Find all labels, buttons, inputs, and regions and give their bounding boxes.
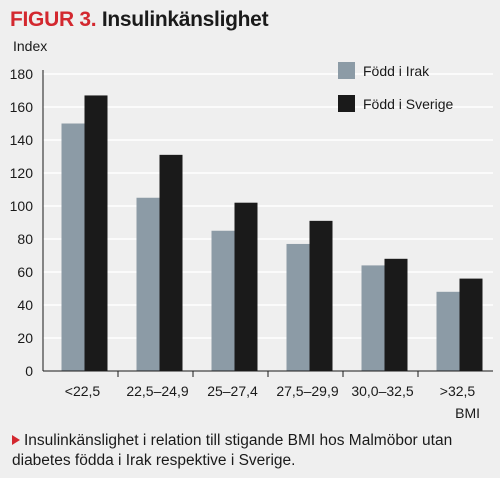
bar: [84, 95, 108, 371]
figure-title: FIGUR 3. Insulinkänslighet: [10, 8, 269, 32]
bar: [234, 202, 258, 371]
figure-caption: Insulinkänslighet i relation till stigan…: [12, 431, 492, 471]
bar: [309, 220, 333, 371]
y-tick-label: 180: [10, 66, 34, 82]
legend-swatch: [338, 62, 355, 79]
x-tick-label: 27,5–29,9: [276, 383, 338, 399]
bar: [136, 197, 160, 371]
y-tick-label: 120: [10, 165, 34, 181]
x-tick-label: 30,0–32,5: [351, 383, 413, 399]
caption-text: Insulinkänslighet i relation till stigan…: [12, 432, 453, 469]
bar: [286, 243, 310, 371]
bar: [159, 154, 183, 371]
y-tick-label: 80: [17, 231, 33, 247]
bar: [459, 278, 483, 371]
y-tick-label: 20: [17, 330, 33, 346]
legend-label: Född i Sverige: [363, 96, 453, 112]
x-axis-label: BMI: [455, 405, 480, 421]
triangle-right-icon: [12, 435, 20, 445]
x-tick-label: 22,5–24,9: [126, 383, 188, 399]
legend-label: Född i Irak: [363, 63, 430, 79]
y-tick-label: 60: [17, 264, 33, 280]
bar: [384, 258, 408, 371]
x-tick-label: 25–27,4: [207, 383, 258, 399]
figure-number: FIGUR 3.: [10, 8, 97, 31]
bars: [61, 95, 483, 371]
legend-swatch: [338, 95, 355, 112]
figure-title-text: Insulinkänslighet: [101, 8, 269, 31]
bar: [361, 265, 385, 371]
y-tick-label: 160: [10, 99, 34, 115]
y-tick-label: 140: [10, 132, 34, 148]
y-tick-label: 40: [17, 297, 33, 313]
x-tick-label: <22,5: [65, 383, 101, 399]
y-tick-label: 100: [10, 198, 34, 214]
x-tick-label: >32,5: [440, 383, 476, 399]
y-tick-label: 0: [25, 363, 33, 379]
bar: [436, 291, 460, 371]
legend: Född i Irak Född i Sverige: [338, 62, 453, 112]
y-axis-label: Index: [13, 38, 48, 54]
gridlines: [43, 73, 493, 339]
bar: [211, 230, 235, 371]
bar-chart: 0 20 40 60 80 100 120 140 160 180 <22,5 22,5–24,9 25…: [10, 62, 493, 399]
axes: 0 20 40 60 80 100 120 140 160 180 <22,5 22,5–24,9 25…: [10, 66, 493, 399]
bar: [61, 123, 85, 371]
